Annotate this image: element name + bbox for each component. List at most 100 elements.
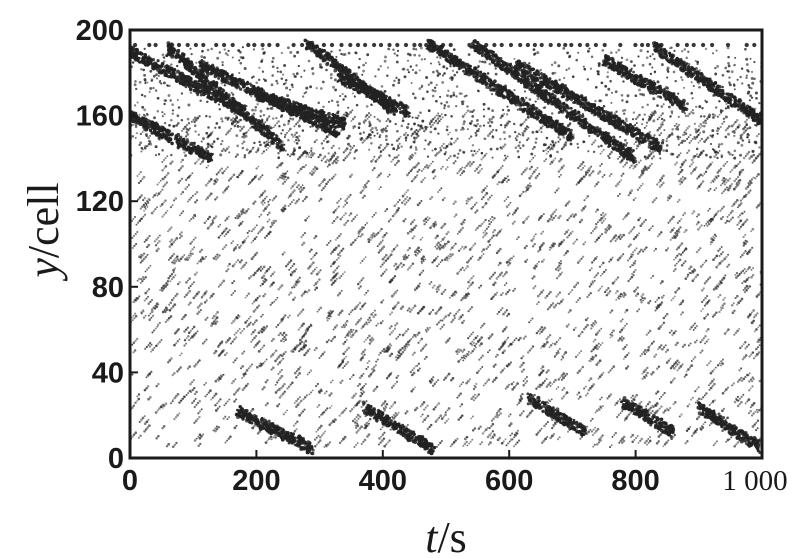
data-point — [407, 328, 410, 331]
data-point — [422, 260, 425, 263]
data-point — [691, 137, 694, 141]
data-point — [361, 276, 365, 280]
data-point — [348, 313, 351, 316]
data-point — [497, 310, 501, 314]
data-point — [541, 369, 545, 373]
data-point — [620, 235, 624, 239]
data-point — [133, 234, 135, 237]
data-point — [506, 155, 509, 158]
data-point — [629, 278, 632, 280]
data-point — [167, 316, 171, 320]
data-point — [227, 265, 229, 267]
data-point — [203, 257, 206, 261]
data-point — [639, 439, 642, 443]
data-point — [379, 143, 382, 147]
data-point — [538, 429, 542, 432]
data-point — [293, 401, 296, 405]
data-point — [531, 148, 534, 150]
data-point — [389, 428, 392, 431]
data-point — [540, 244, 544, 247]
data-point — [161, 160, 164, 164]
data-point — [522, 190, 525, 193]
data-point — [542, 242, 545, 245]
data-point — [533, 242, 536, 246]
data-point — [262, 150, 266, 153]
data-point — [262, 279, 265, 282]
data-point — [298, 338, 302, 342]
data-point — [551, 218, 554, 221]
data-point — [198, 415, 201, 419]
data-point — [295, 376, 298, 379]
data-point — [520, 357, 523, 360]
data-point — [622, 295, 625, 298]
data-point — [580, 168, 583, 172]
data-point — [364, 382, 367, 386]
data-point — [714, 366, 717, 369]
data-point — [472, 399, 475, 402]
data-point — [708, 388, 711, 391]
data-point — [531, 245, 535, 248]
data-point — [232, 173, 236, 177]
data-point — [741, 197, 744, 200]
data-point — [335, 161, 338, 165]
data-point — [171, 204, 174, 207]
data-point — [254, 308, 257, 311]
data-point — [493, 217, 496, 220]
data-point — [391, 214, 395, 218]
data-point — [215, 173, 219, 176]
data-point — [260, 201, 264, 204]
data-point — [610, 444, 613, 447]
data-point — [607, 371, 610, 374]
data-point — [713, 236, 716, 240]
data-point — [609, 333, 612, 336]
data-point — [661, 112, 664, 115]
data-point — [286, 409, 289, 412]
data-point — [205, 147, 208, 150]
data-point — [589, 428, 592, 431]
data-point — [233, 426, 237, 430]
data-point — [361, 325, 365, 328]
data-point — [449, 445, 452, 448]
data-point — [434, 236, 438, 240]
data-point — [305, 195, 308, 199]
data-point — [513, 433, 516, 436]
data-point — [347, 113, 351, 116]
data-point — [527, 413, 531, 417]
data-point — [557, 187, 560, 190]
data-point — [295, 345, 299, 349]
data-point — [356, 413, 360, 417]
data-point — [555, 208, 558, 211]
data-point — [553, 210, 556, 213]
data-point — [149, 312, 152, 315]
data-point — [656, 129, 659, 132]
data-point — [230, 293, 233, 296]
data-point — [243, 386, 246, 389]
data-point — [289, 266, 292, 269]
data-point — [750, 268, 753, 271]
data-point — [200, 248, 204, 252]
data-point — [491, 175, 495, 179]
data-point — [650, 227, 652, 230]
data-point — [134, 242, 138, 246]
data-point — [501, 292, 504, 294]
data-point — [549, 143, 552, 146]
data-point — [368, 417, 372, 421]
data-point — [488, 427, 491, 430]
data-point — [413, 304, 417, 308]
data-point — [539, 126, 543, 130]
data-point — [664, 344, 667, 347]
data-point — [713, 214, 717, 217]
data-point — [339, 381, 343, 384]
data-point — [684, 260, 687, 263]
data-point — [481, 441, 483, 444]
data-point — [231, 175, 234, 178]
data-point — [296, 314, 300, 317]
data-point — [640, 301, 643, 304]
data-point — [343, 223, 346, 227]
data-point — [560, 378, 563, 381]
data-point — [717, 249, 720, 253]
data-point — [681, 252, 684, 254]
data-point — [489, 218, 492, 220]
data-point — [332, 175, 335, 178]
data-point — [440, 240, 443, 243]
